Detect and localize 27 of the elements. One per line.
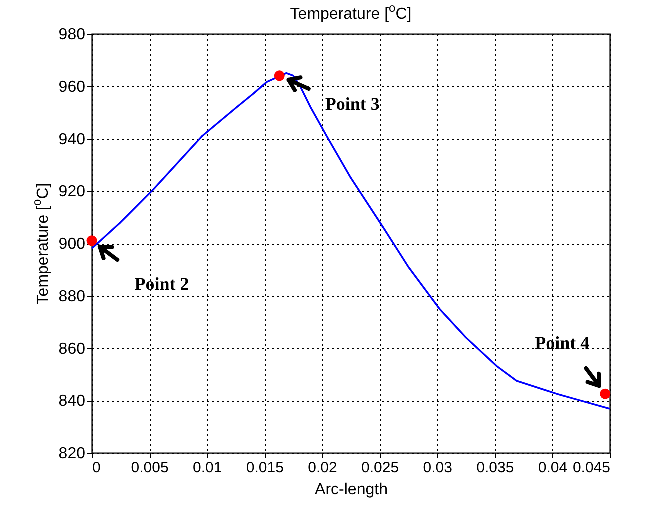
x-tick-label: 0.025 [362,460,400,476]
y-tick-label: 940 [58,131,86,148]
x-tick-label: 0 [92,460,101,476]
y-tick-label: 820 [58,446,86,462]
point [86,236,98,246]
x-tick-label: 0.01 [193,460,222,476]
x-tick-label: 0.015 [246,460,284,476]
y-tick-label: 960 [58,78,86,96]
y-tick-label: 840 [58,393,86,410]
x-tick-label: 0.03 [423,460,452,476]
x-tick-label: 0.045 [572,460,610,476]
annotation: Point 2 [134,274,190,294]
x-tick-label: 0.04 [538,460,568,476]
line-series [91,72,611,410]
x-tick-label: 0.005 [131,460,169,476]
x-tick-label: 0.02 [308,460,338,476]
x-axis-title: Arc-length [315,482,388,498]
annotation: Point 3 [325,94,380,114]
y-tick-label: 860 [58,340,86,358]
y-tick-label: 880 [58,288,86,306]
point [274,70,285,82]
x-tick-label: 0.035 [476,460,514,476]
y-tick-label: 980 [58,26,86,44]
chart-title: Temperature [$^{o}$C] [290,1,412,23]
y-tick-label: 920 [58,184,86,201]
y-tick-label: 900 [58,236,86,253]
point [600,388,611,400]
